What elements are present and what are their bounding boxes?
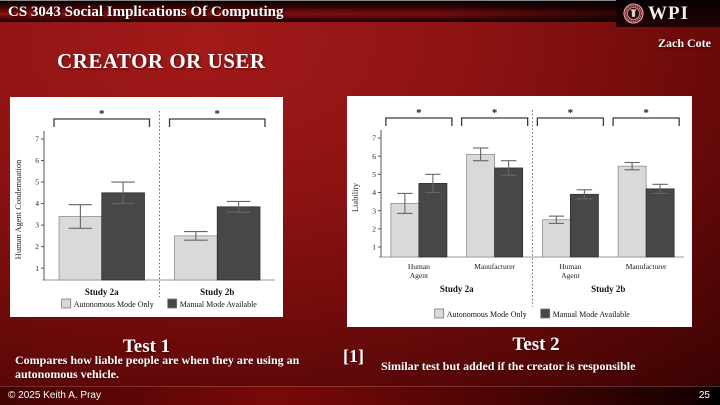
slide-title: CREATOR OR USER xyxy=(57,49,266,73)
test1-description: Compares how liable people are when they… xyxy=(15,353,300,381)
svg-text:Study 2a: Study 2a xyxy=(85,287,119,297)
svg-text:Autonomous Mode Only: Autonomous Mode Only xyxy=(74,300,154,309)
course-title: CS 3043 Social Implications Of Computing xyxy=(8,4,284,20)
svg-text:Human: Human xyxy=(559,262,581,271)
svg-text:2: 2 xyxy=(372,224,376,233)
footer-bar: © 2025 Keith A. Pray 25 xyxy=(0,386,720,405)
test2-heading: Test 2 xyxy=(512,334,560,355)
svg-text:6: 6 xyxy=(35,156,39,165)
svg-text:Manual Mode Available: Manual Mode Available xyxy=(553,310,631,319)
svg-text:Manufacturer: Manufacturer xyxy=(626,262,667,271)
svg-text:Study 2b: Study 2b xyxy=(200,287,234,297)
svg-text:Autonomous Mode Only: Autonomous Mode Only xyxy=(447,310,527,319)
wpi-seal-icon xyxy=(623,3,644,24)
wpi-logo: WPI xyxy=(616,0,720,27)
svg-text:*: * xyxy=(492,107,498,119)
test2-bar-chart: 1234567Liability*HumanAgent*Manufacturer… xyxy=(350,107,684,319)
svg-text:Study 2b: Study 2b xyxy=(591,284,625,294)
test1-heading: Test 1 xyxy=(122,336,171,357)
copyright-text: © 2025 Keith A. Pray xyxy=(8,390,101,401)
svg-text:*: * xyxy=(643,107,649,119)
svg-text:1: 1 xyxy=(372,243,376,252)
svg-text:7: 7 xyxy=(372,134,376,143)
svg-text:*: * xyxy=(99,108,105,120)
svg-text:5: 5 xyxy=(372,170,376,179)
header-bar: CS 3043 Social Implications Of Computing xyxy=(0,0,720,22)
svg-text:2: 2 xyxy=(35,242,39,251)
svg-text:4: 4 xyxy=(35,199,39,208)
svg-text:Agent: Agent xyxy=(410,271,429,280)
svg-text:1: 1 xyxy=(35,264,39,273)
test2-description: Similar test but added if the creator is… xyxy=(381,359,636,373)
svg-text:*: * xyxy=(568,107,574,119)
svg-text:Human Agent Condemnation: Human Agent Condemnation xyxy=(13,159,23,259)
svg-text:Liability: Liability xyxy=(350,182,360,212)
svg-text:Human: Human xyxy=(408,262,430,271)
svg-text:Manual Mode Available: Manual Mode Available xyxy=(180,300,258,309)
test1-bar-chart: 1 2 3 4 5 6 7 Human Agent Condemnation * Study 2a… xyxy=(13,108,275,309)
test1-chart-panel: 1 2 3 4 5 6 7 Human Agent Condemnation * Study 2a… xyxy=(10,97,283,317)
test2-chart-panel: 1 2 3 4 5 6 7 Liability * Human Agent * Manufacturer… xyxy=(347,96,692,327)
svg-text:*: * xyxy=(215,108,221,120)
svg-text:Manufacturer: Manufacturer xyxy=(474,262,515,271)
svg-text:Study 2a: Study 2a xyxy=(440,284,474,294)
author-name: Zach Cote xyxy=(658,36,711,50)
wpi-logo-text: WPI xyxy=(648,2,689,24)
svg-text:4: 4 xyxy=(372,188,376,197)
svg-text:3: 3 xyxy=(372,206,376,215)
citation-ref: [1] xyxy=(343,346,364,366)
svg-text:7: 7 xyxy=(35,135,39,144)
page-number: 25 xyxy=(698,390,710,401)
svg-text:3: 3 xyxy=(35,221,39,230)
svg-text:Agent: Agent xyxy=(561,271,580,280)
svg-text:5: 5 xyxy=(35,178,39,187)
svg-text:6: 6 xyxy=(372,152,376,161)
svg-text:*: * xyxy=(416,107,422,119)
